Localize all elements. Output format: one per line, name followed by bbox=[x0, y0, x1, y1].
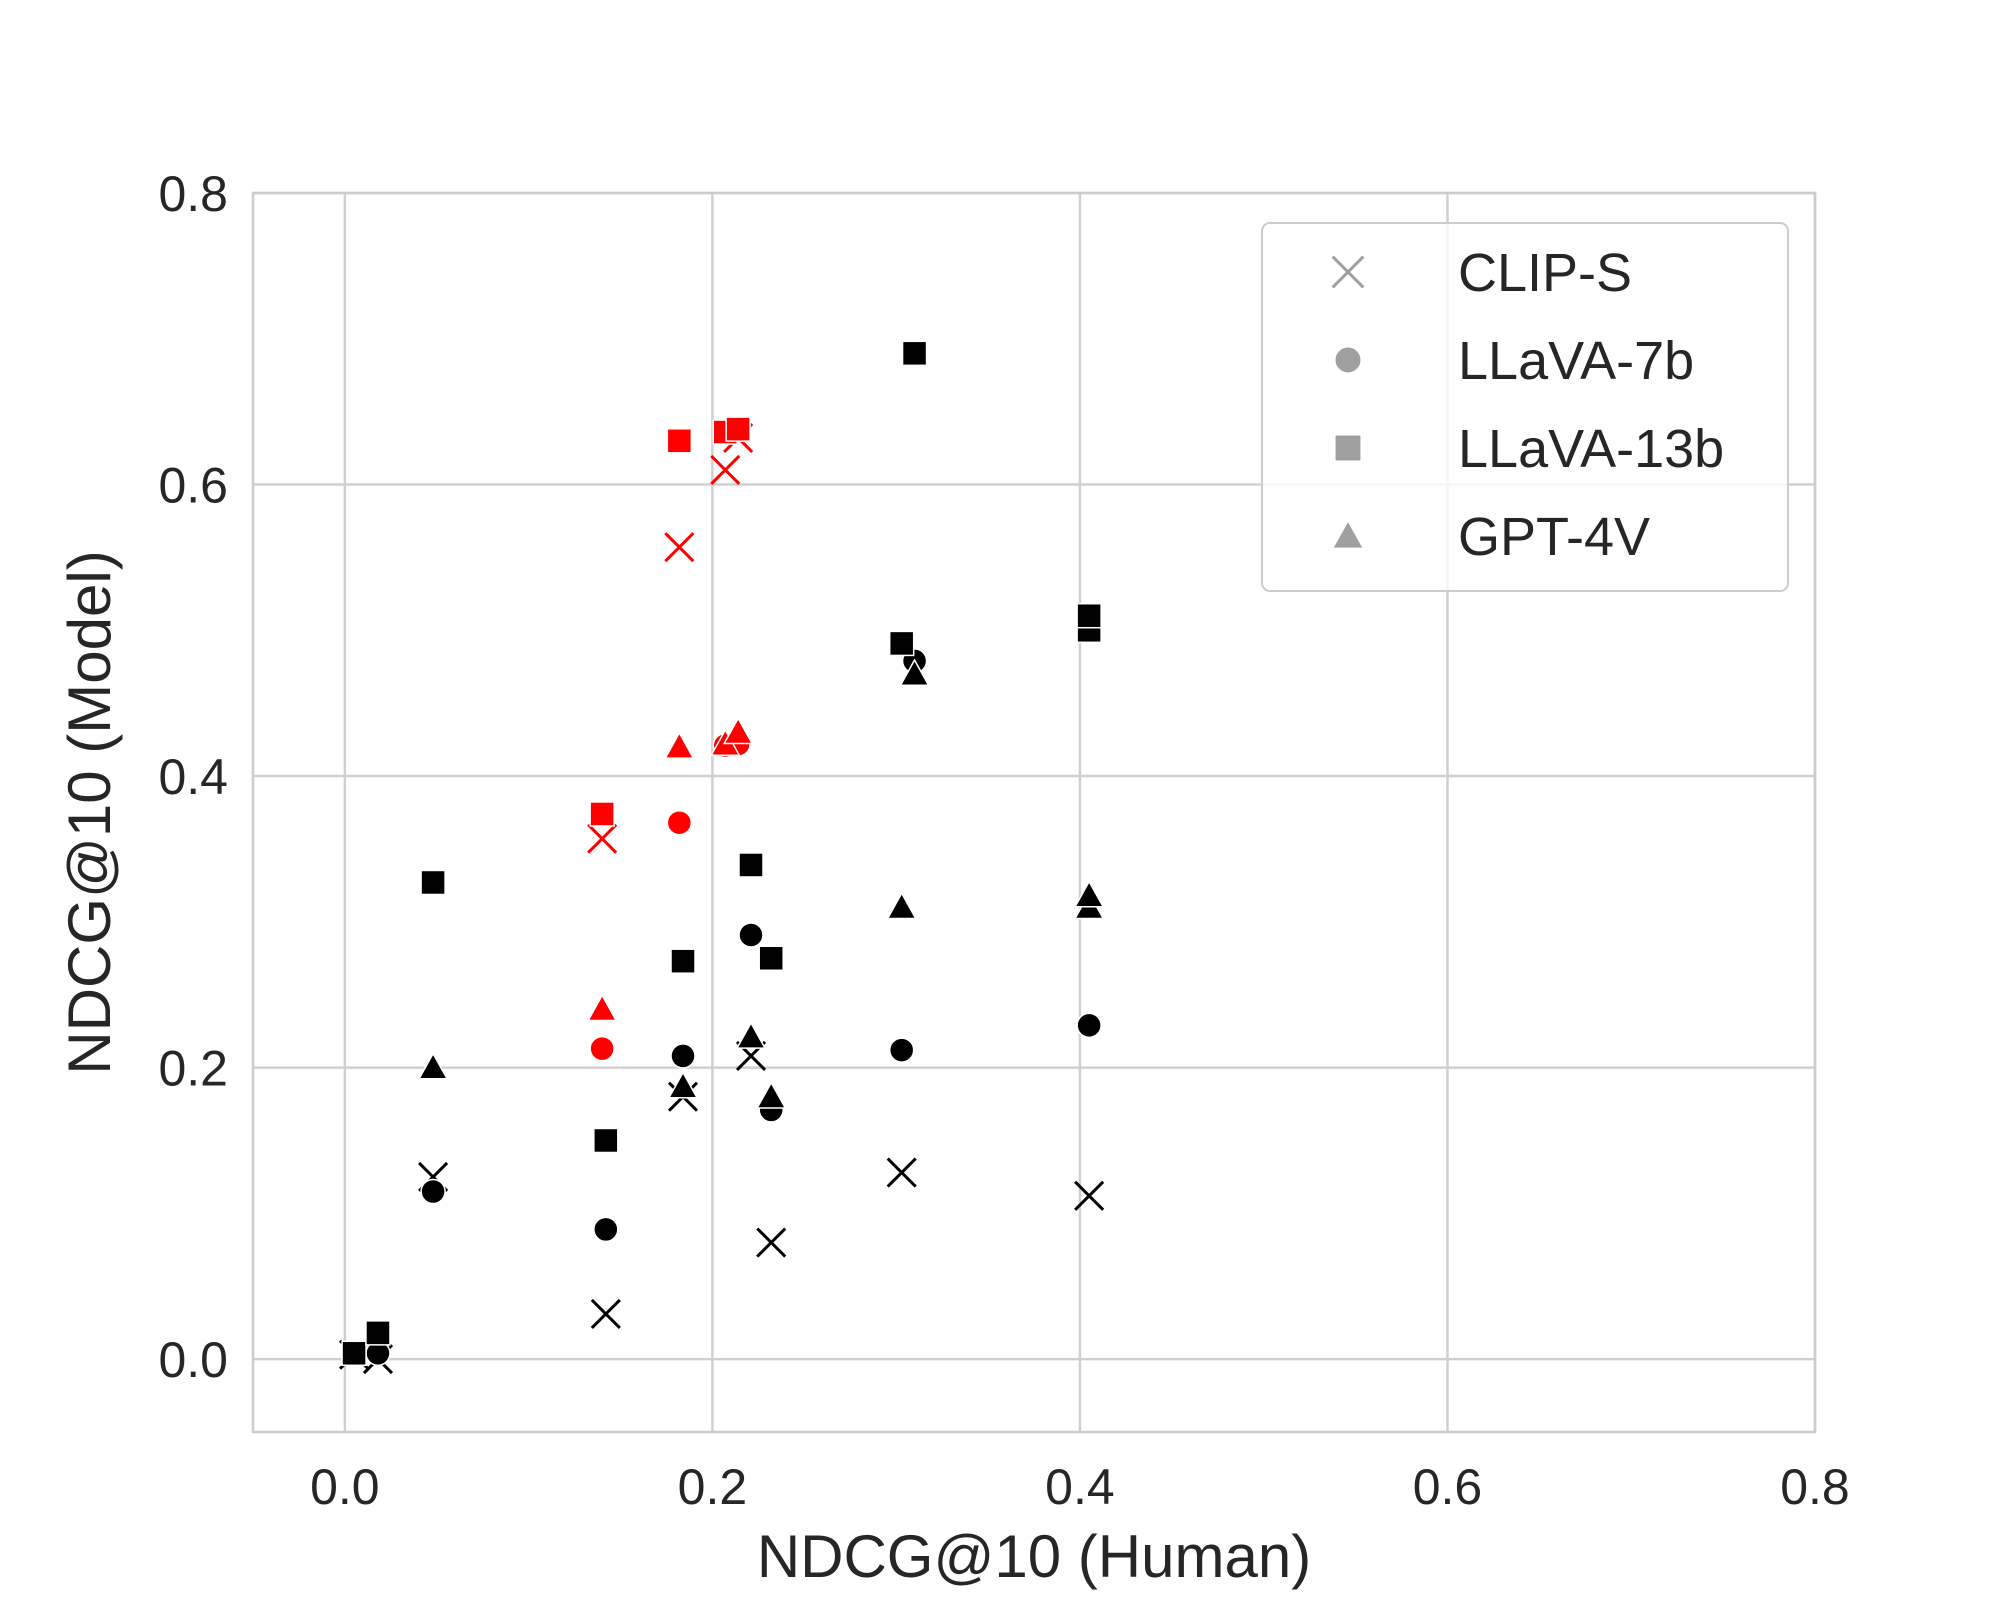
y-tick-label: 0.0 bbox=[158, 1332, 228, 1388]
x-axis-ticks: 0.0 0.2 0.4 0.6 0.8 bbox=[310, 1459, 1850, 1515]
data-point-llava-13b bbox=[420, 869, 446, 896]
data-point-clip-s bbox=[756, 1227, 787, 1258]
data-point-llava-7b bbox=[738, 922, 764, 948]
legend-label-gpt-4v: GPT-4V bbox=[1458, 507, 1650, 567]
data-point-clip-s bbox=[1074, 1180, 1105, 1211]
data-point-gpt-4v bbox=[735, 1021, 767, 1049]
data-point-llava-7b bbox=[670, 1043, 696, 1069]
data-point-gpt-4v bbox=[722, 716, 754, 745]
legend-label-llava-13b: LLaVA-13b bbox=[1458, 419, 1724, 479]
data-point-llava-13b bbox=[670, 948, 696, 974]
legend-label-clip-s: CLIP-S bbox=[1458, 243, 1632, 303]
legend-marker-clip-s bbox=[1331, 255, 1365, 289]
data-point-llava-13b bbox=[738, 852, 764, 878]
data-point-gpt-4v bbox=[899, 658, 930, 686]
data-point-llava-13b bbox=[666, 428, 693, 454]
legend-label-llava-7b: LLaVA-7b bbox=[1458, 331, 1694, 391]
data-point-clip-s bbox=[886, 1157, 917, 1188]
data-point-llava-13b bbox=[758, 945, 784, 972]
data-point-llava-13b bbox=[901, 340, 928, 367]
plot-frame bbox=[251, 191, 1817, 1434]
data-point-clip-s bbox=[664, 532, 695, 563]
data-point-gpt-4v bbox=[886, 891, 917, 920]
x-tick-label: 0.0 bbox=[310, 1459, 380, 1515]
y-tick-label: 0.6 bbox=[158, 458, 228, 514]
data-point-llava-13b bbox=[589, 801, 615, 827]
data-point-llava-7b bbox=[666, 809, 693, 836]
y-axis-label: NDCG@10 (Model) bbox=[56, 550, 123, 1074]
y-tick-label: 0.8 bbox=[158, 166, 228, 222]
data-point-llava-13b bbox=[725, 416, 751, 442]
legend-entries: CLIP-S LLaVA-7b LLaVA-13b GPT-4V bbox=[1331, 243, 1724, 567]
data-point-gpt-4v bbox=[667, 1070, 699, 1099]
legend: CLIP-S LLaVA-7b LLaVA-13b GPT-4V bbox=[1261, 222, 1789, 592]
data-point-llava-13b bbox=[888, 630, 915, 657]
legend-marker-llava-7b bbox=[1334, 346, 1362, 374]
data-point-llava-13b bbox=[593, 1127, 619, 1154]
data-point-llava-13b bbox=[1076, 602, 1102, 629]
data-point-clip-s bbox=[590, 1298, 621, 1329]
x-tick-label: 0.8 bbox=[1780, 1459, 1850, 1515]
data-point-llava-13b bbox=[341, 1340, 367, 1367]
x-tick-label: 0.6 bbox=[1413, 1459, 1483, 1515]
data-point-llava-7b bbox=[589, 1035, 615, 1062]
data-point-gpt-4v bbox=[1073, 880, 1105, 908]
data-point-llava-7b bbox=[1076, 1012, 1102, 1039]
data-point-clip-s bbox=[710, 454, 741, 486]
legend-marker-gpt-4v bbox=[1331, 519, 1365, 550]
y-axis-ticks: 0.0 0.2 0.4 0.6 0.8 bbox=[158, 166, 228, 1388]
data-point-llava-7b bbox=[420, 1178, 446, 1205]
y-tick-label: 0.4 bbox=[158, 749, 228, 805]
legend-marker-llava-13b bbox=[1334, 434, 1362, 462]
x-tick-label: 0.4 bbox=[1045, 1459, 1115, 1515]
data-point-llava-7b bbox=[593, 1216, 619, 1243]
data-point-llava-13b bbox=[365, 1320, 391, 1346]
data-point-llava-7b bbox=[888, 1037, 915, 1063]
y-tick-label: 0.2 bbox=[158, 1041, 228, 1097]
data-point-gpt-4v bbox=[417, 1052, 449, 1080]
data-point-clip-s bbox=[587, 823, 618, 854]
x-tick-label: 0.2 bbox=[678, 1459, 748, 1515]
x-axis-label: NDCG@10 (Human) bbox=[757, 1523, 1311, 1590]
data-point-gpt-4v bbox=[755, 1081, 787, 1109]
legend-frame bbox=[1261, 222, 1789, 592]
data-point-gpt-4v bbox=[664, 731, 695, 759]
data-point-gpt-4v bbox=[586, 993, 618, 1022]
data-points bbox=[339, 340, 1105, 1375]
